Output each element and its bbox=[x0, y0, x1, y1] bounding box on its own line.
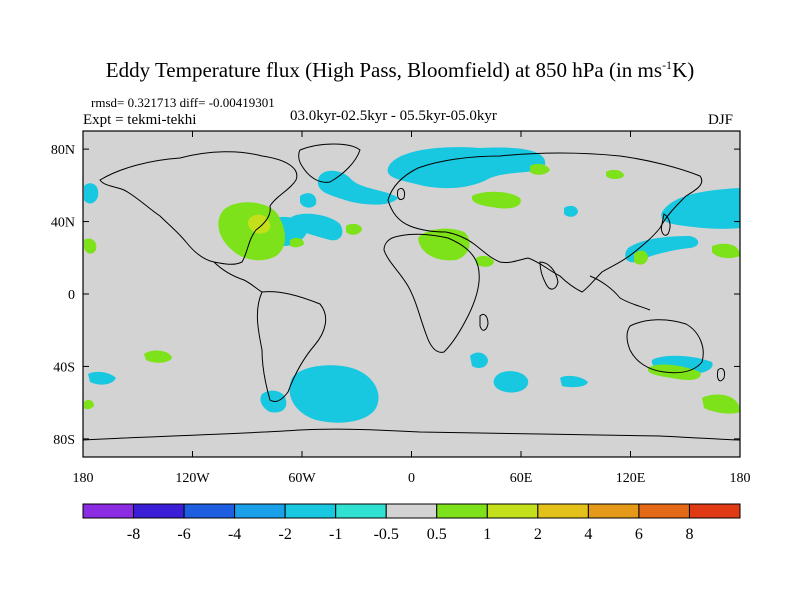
region-north-america-west bbox=[84, 183, 99, 204]
colorbar-box bbox=[486, 503, 539, 519]
region-green-south-pacific-far bbox=[84, 399, 94, 410]
region-mid-east-cyan bbox=[564, 205, 578, 217]
region-south-pacific-west bbox=[88, 371, 116, 385]
colorbar-box bbox=[335, 503, 387, 519]
colorbar: -8 -6 -4 -2 -1 -0.5 0.5 1 2 4 6 8 bbox=[82, 503, 741, 543]
colorbar-label: 0.5 bbox=[427, 526, 447, 543]
colorbar-box bbox=[587, 503, 640, 519]
x-tick-label: 60E bbox=[510, 471, 533, 486]
coast-antarctica bbox=[83, 428, 740, 441]
region-south-pacific-green bbox=[144, 350, 172, 363]
colorbar-label: 4 bbox=[584, 526, 592, 543]
y-axis: 80N 40N 0 40S 80S bbox=[51, 143, 740, 448]
region-north-pacific bbox=[661, 188, 740, 229]
region-southern-ocean-east bbox=[560, 375, 588, 388]
colorbar-box bbox=[82, 503, 135, 519]
colorbar-box bbox=[436, 503, 488, 519]
title-end: K) bbox=[672, 58, 695, 82]
y-tick-label: 0 bbox=[68, 288, 75, 303]
coast-eurasia bbox=[387, 152, 703, 293]
x-tick-label: 60W bbox=[288, 471, 316, 486]
coast-africa bbox=[383, 233, 480, 353]
colorbar-box bbox=[183, 503, 236, 519]
region-arabia bbox=[476, 255, 494, 267]
stats-label: rmsd= 0.321713 diff= -0.00419301 bbox=[91, 95, 275, 110]
colorbar-label: -0.5 bbox=[374, 526, 399, 543]
coast-new-zealand bbox=[717, 367, 725, 382]
colorbar-label: -2 bbox=[278, 526, 291, 543]
region-north-africa bbox=[471, 191, 521, 209]
region-green-south-atlantic bbox=[290, 237, 304, 248]
region-south-atlantic bbox=[289, 365, 379, 423]
region-central-asia bbox=[530, 163, 550, 175]
title-superscript: -1 bbox=[662, 58, 673, 72]
colorbar-box bbox=[537, 503, 589, 519]
colorbar-label: 6 bbox=[635, 526, 643, 543]
x-tick-label: 0 bbox=[408, 471, 415, 486]
region-east-asia-green bbox=[634, 250, 648, 265]
coast-southeast-asia bbox=[589, 275, 651, 311]
region-arctic-north-atlantic bbox=[387, 147, 546, 189]
experiment-label: Expt = tekmi-tekhi bbox=[83, 112, 197, 128]
coast-australia bbox=[626, 319, 704, 374]
coast-central-america bbox=[213, 261, 263, 293]
colorbar-label: -1 bbox=[329, 526, 342, 543]
colorbar-label: 2 bbox=[534, 526, 542, 543]
colorbar-box bbox=[284, 503, 337, 519]
region-south-indian-west bbox=[470, 352, 488, 368]
coast-japan bbox=[661, 213, 671, 236]
x-tick-label: 120W bbox=[175, 471, 210, 486]
colorbar-box bbox=[688, 503, 741, 519]
colorbar-label: 1 bbox=[483, 526, 491, 543]
coast-south-america bbox=[256, 291, 327, 403]
colorbar-box bbox=[234, 503, 286, 519]
coast-india bbox=[539, 261, 559, 290]
region-north-pacific-green bbox=[84, 238, 97, 254]
y-tick-label: 40N bbox=[51, 216, 75, 231]
region-greenland-west bbox=[300, 193, 317, 208]
region-east-atlantic-green bbox=[346, 223, 362, 235]
region-arctic-green bbox=[606, 169, 624, 179]
colorbar-box bbox=[133, 503, 185, 519]
colorbar-box bbox=[385, 503, 438, 519]
region-gulf-stream bbox=[290, 213, 343, 241]
colorbar-label: -6 bbox=[177, 526, 190, 543]
coast-north-america bbox=[99, 151, 298, 265]
region-south-australia bbox=[702, 394, 740, 414]
x-tick-label: 180 bbox=[73, 471, 94, 486]
coast-greenland bbox=[298, 143, 361, 183]
region-great-lakes bbox=[247, 214, 271, 234]
region-middle-east bbox=[418, 228, 470, 261]
coast-uk bbox=[397, 187, 405, 201]
title-main: Eddy Temperature flux (High Pass, Bloomf… bbox=[105, 58, 663, 82]
y-tick-label: 40S bbox=[53, 360, 75, 375]
coastlines bbox=[83, 143, 740, 441]
period-label: 03.0kyr-02.5kyr - 05.5kyr-05.0kyr bbox=[290, 108, 497, 124]
x-axis: 180 120W 60W 0 60E 120E 180 bbox=[73, 131, 751, 486]
season-label: DJF bbox=[708, 112, 734, 128]
x-tick-label: 180 bbox=[730, 471, 751, 486]
chart-title: Eddy Temperature flux (High Pass, Bloomf… bbox=[0, 58, 800, 83]
region-pacific-east-green bbox=[712, 243, 740, 259]
colorbar-box bbox=[638, 503, 690, 519]
y-tick-label: 80S bbox=[53, 433, 75, 448]
colorbar-label: -8 bbox=[127, 526, 140, 543]
colorbar-label: 8 bbox=[685, 526, 693, 543]
region-barents bbox=[317, 170, 398, 205]
y-tick-label: 80N bbox=[51, 143, 75, 158]
colorbar-label: -4 bbox=[228, 526, 241, 543]
x-tick-label: 120E bbox=[616, 471, 646, 486]
region-south-indian bbox=[493, 371, 529, 393]
coast-madagascar bbox=[479, 313, 489, 331]
